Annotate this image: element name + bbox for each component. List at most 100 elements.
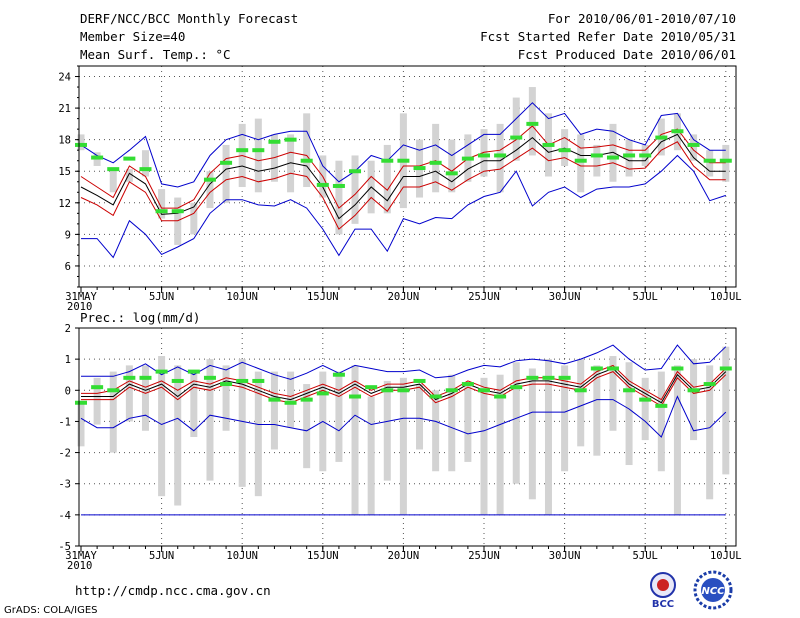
prec-observed-mark xyxy=(461,382,474,387)
prec-range-bar xyxy=(254,371,262,497)
temp-observed-mark xyxy=(397,158,410,163)
temp-observed-mark xyxy=(316,182,329,187)
temp-range-bar xyxy=(335,160,343,235)
prec-observed-mark xyxy=(542,375,555,380)
prec-observed-mark xyxy=(349,394,362,399)
temp-observed-mark xyxy=(510,135,523,140)
prec-ytick-label: -1 xyxy=(58,416,71,428)
prec-observed-mark xyxy=(332,372,345,377)
prec-observed-mark xyxy=(284,400,297,405)
prec-observed-mark xyxy=(381,388,394,393)
bcc-logo: BCC xyxy=(650,572,676,610)
temp-observed-mark xyxy=(655,135,668,140)
prec-observed-mark xyxy=(75,400,87,405)
prec-range-bar xyxy=(609,356,617,431)
prec-ytick-label: 0 xyxy=(65,385,71,397)
forecast-start-date: Fcst Started Refer Date 2010/05/31 xyxy=(480,29,736,44)
temp-range-bar xyxy=(141,150,149,177)
temp-xtick-label: 20JUN xyxy=(388,291,420,303)
prec-xtick-label: 10JUN xyxy=(226,550,258,562)
prec-range-bar xyxy=(690,359,698,441)
temp-maximum-line xyxy=(80,102,726,188)
temp-observed-mark xyxy=(429,160,442,165)
temp-ytick-label: 9 xyxy=(65,229,71,241)
prec-range-bar xyxy=(593,365,601,456)
temp-observed-mark xyxy=(268,139,281,144)
temp-observed-mark xyxy=(75,142,87,147)
prec-observed-mark xyxy=(91,385,104,390)
prec-range-bar xyxy=(190,371,198,437)
temp-range-bar xyxy=(690,134,698,161)
prec-range-bar xyxy=(496,374,504,515)
forecast-produced-date: Fcst Produced Date 2010/06/01 xyxy=(517,47,736,62)
temp-xtick-sublabel: 2010 xyxy=(67,301,92,313)
temp-observed-mark xyxy=(203,177,216,182)
temp-observed-mark xyxy=(284,137,297,142)
temp-observed-mark xyxy=(558,148,571,153)
temp-xtick-label: 5JUN xyxy=(149,291,174,303)
temp-range-bar xyxy=(254,118,262,193)
prec-range-bar xyxy=(448,374,456,472)
prec-range-bar xyxy=(512,362,520,484)
prec-observed-mark xyxy=(510,385,523,390)
temp-plot-frame xyxy=(78,65,737,288)
prec-observed-mark xyxy=(703,382,716,387)
temp-range-bar xyxy=(125,169,133,182)
temp-range-bar xyxy=(528,87,536,156)
temp-xtick-label: 30JUN xyxy=(549,291,581,303)
prec-observed-mark xyxy=(574,388,587,393)
temp-observed-mark xyxy=(155,209,168,214)
prec-observed-mark xyxy=(558,375,571,380)
ncc-logo-text: NCC xyxy=(701,586,725,597)
temp-ytick-label: 21 xyxy=(58,103,71,115)
temp-observed-mark xyxy=(542,142,555,147)
prec-observed-mark xyxy=(316,391,329,396)
prec-observed-mark xyxy=(526,375,539,380)
prec-observed-mark xyxy=(719,366,732,371)
temp-range-bar xyxy=(625,139,633,177)
temp-xtick-label: 31MAY xyxy=(65,291,97,303)
prec-range-bar xyxy=(77,402,85,447)
temp-range-bar xyxy=(577,134,585,193)
temp-xtick-label: 10JUN xyxy=(226,291,258,303)
temp-range-bar xyxy=(448,139,456,193)
prec-plot-frame xyxy=(78,327,737,547)
prec-observed-mark xyxy=(590,366,603,371)
prec-observed-mark xyxy=(220,382,233,387)
temp-observed-mark xyxy=(494,153,507,158)
prec-observed-mark xyxy=(606,366,619,371)
prec-range-bar xyxy=(238,359,246,487)
prec-ytick-label: -2 xyxy=(58,448,71,460)
prec-range-bar xyxy=(93,377,101,425)
prec-range-bar xyxy=(577,359,585,447)
prec-observed-mark xyxy=(203,375,216,380)
temp-range-bar xyxy=(222,144,230,203)
temp-range-bar xyxy=(512,97,520,161)
temp-observed-mark xyxy=(236,148,249,153)
prec-range-bar xyxy=(561,365,569,472)
temp-range-bar xyxy=(706,150,714,177)
prec-range-bar xyxy=(432,390,440,472)
prec-observed-mark xyxy=(655,403,668,408)
prec-range-bar xyxy=(109,371,117,453)
prec-xtick-label: 15JUN xyxy=(307,550,339,562)
temp-observed-mark xyxy=(590,153,603,158)
temp-observed-mark xyxy=(139,167,152,172)
temp-range-bar xyxy=(561,129,569,166)
temp-range-bar xyxy=(496,123,504,193)
prec-observed-mark xyxy=(687,388,700,393)
temp-observed-mark xyxy=(445,171,458,176)
prec-observed-mark xyxy=(671,366,684,371)
temp-lower-spread-line xyxy=(80,141,726,230)
prec-range-bar xyxy=(673,365,681,515)
temp-ensemble-mean-line xyxy=(80,133,726,220)
temp-observed-mark xyxy=(220,160,233,165)
prec-range-bar xyxy=(722,346,730,475)
prec-range-bar xyxy=(303,384,311,469)
prec-observed-mark xyxy=(413,378,426,383)
source-url[interactable]: http://cmdp.ncc.cma.gov.cn xyxy=(75,583,271,598)
prec-observed-mark xyxy=(397,388,410,393)
temp-range-bar xyxy=(174,197,182,245)
prec-range-bar xyxy=(383,380,391,481)
temp-range-bar xyxy=(190,202,198,235)
